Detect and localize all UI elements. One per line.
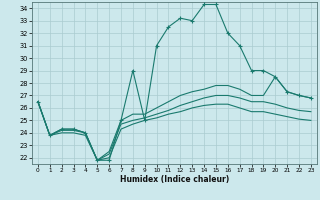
X-axis label: Humidex (Indice chaleur): Humidex (Indice chaleur) xyxy=(120,175,229,184)
